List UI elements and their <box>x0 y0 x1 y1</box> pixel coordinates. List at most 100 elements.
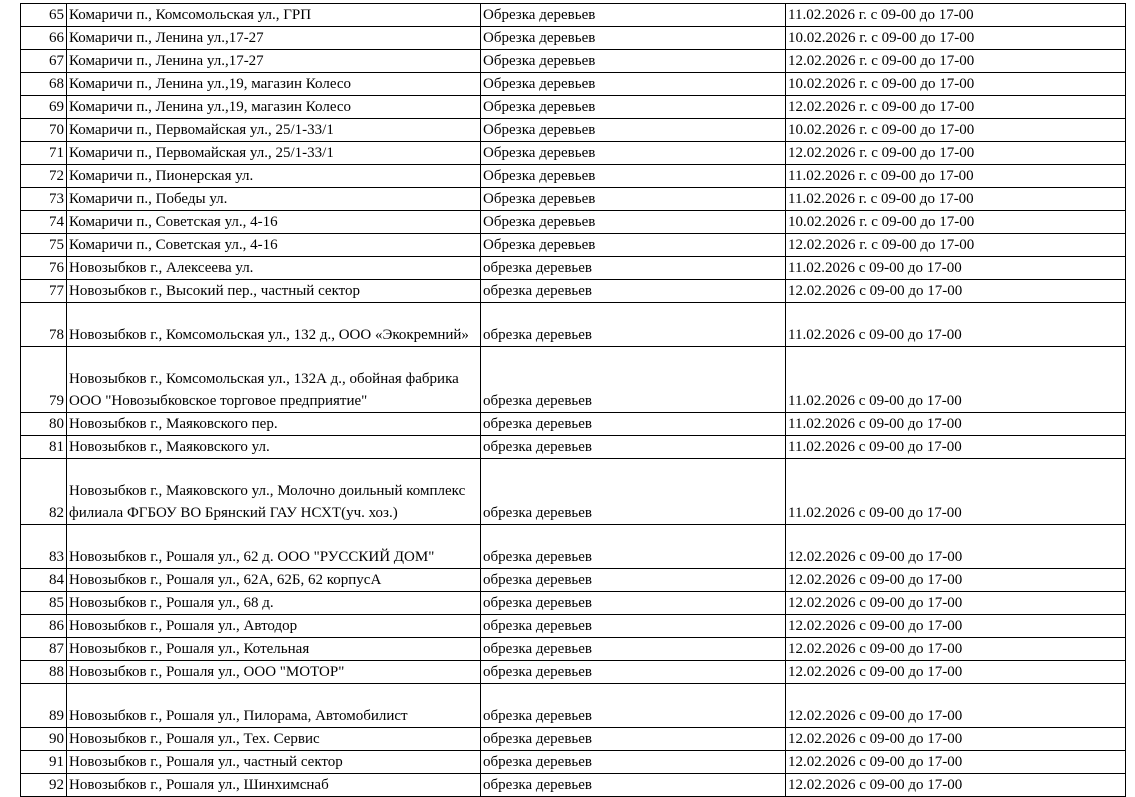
row-number: 92 <box>20 773 67 797</box>
schedule: 11.02.2026 г. с 09-00 до 17-00 <box>785 3 1126 27</box>
work-type: обрезка деревьев <box>480 256 786 280</box>
row-number: 81 <box>20 435 67 459</box>
row-number: 77 <box>20 279 67 303</box>
table-row: 78 Новозыбков г., Комсомольская ул., 132 … <box>20 302 1126 347</box>
schedule: 12.02.2026 г. с 09-00 до 17-00 <box>785 233 1126 257</box>
schedule: 11.02.2026 г. с 09-00 до 17-00 <box>785 187 1126 211</box>
table-row: 83 Новозыбков г., Рошаля ул., 62 д. ООО "… <box>20 524 1126 569</box>
row-number: 70 <box>20 118 67 142</box>
work-type: обрезка деревьев <box>480 614 786 638</box>
table-row: 87 Новозыбков г., Рошаля ул., Котельная об… <box>20 637 1126 661</box>
table-row: 73 Комаричи п., Победы ул. Обрезка деревье… <box>20 187 1126 211</box>
table-row: 76 Новозыбков г., Алексеева ул. обрезка де… <box>20 256 1126 280</box>
table-row: 89 Новозыбков г., Рошаля ул., Пилорама, А… <box>20 683 1126 728</box>
row-number: 87 <box>20 637 67 661</box>
work-type: обрезка деревьев <box>480 591 786 615</box>
table-row: 75 Комаричи п., Советская ул., 4-16 Обрезк… <box>20 233 1126 257</box>
schedule: 12.02.2026 г. с 09-00 до 17-00 <box>785 49 1126 73</box>
address: Комаричи п., Первомайская ул., 25/1-33/1 <box>66 141 481 165</box>
table-row: 66 Комаричи п., Ленина ул.,17-27 Обрезка д… <box>20 26 1126 50</box>
row-number: 83 <box>20 524 67 569</box>
table-row: 92 Новозыбков г., Рошаля ул., Шинхимснаб о… <box>20 773 1126 797</box>
address: Комаричи п., Комсомольская ул., ГРП <box>66 3 481 27</box>
schedule: 11.02.2026 г. с 09-00 до 17-00 <box>785 164 1126 188</box>
work-type: обрезка деревьев <box>480 346 786 413</box>
work-type: Обрезка деревьев <box>480 141 786 165</box>
work-type: обрезка деревьев <box>480 279 786 303</box>
table-row: 70 Комаричи п., Первомайская ул., 25/1-33… <box>20 118 1126 142</box>
schedule: 10.02.2026 г. с 09-00 до 17-00 <box>785 26 1126 50</box>
table-row: 90 Новозыбков г., Рошаля ул., Тех. Сервис… <box>20 727 1126 751</box>
work-type: обрезка деревьев <box>480 302 786 347</box>
row-number: 71 <box>20 141 67 165</box>
schedule: 11.02.2026 с 09-00 до 17-00 <box>785 302 1126 347</box>
address: Новозыбков г., Маяковского пер. <box>66 412 481 436</box>
work-type: обрезка деревьев <box>480 458 786 525</box>
address: Новозыбков г., Рошаля ул., 68 д. <box>66 591 481 615</box>
table-row: 77 Новозыбков г., Высокий пер., частный с… <box>20 279 1126 303</box>
address: Новозыбков г., Комсомольская ул., 132 д.… <box>66 302 481 347</box>
table-row: 91 Новозыбков г., Рошаля ул., частный сек… <box>20 750 1126 774</box>
table-row: 69 Комаричи п., Ленина ул.,19, магазин Ко… <box>20 95 1126 119</box>
address: Комаричи п., Ленина ул.,19, магазин Коле… <box>66 72 481 96</box>
table-row: 68 Комаричи п., Ленина ул.,19, магазин Ко… <box>20 72 1126 96</box>
row-number: 76 <box>20 256 67 280</box>
address: Новозыбков г., Комсомольская ул., 132А д… <box>66 346 481 413</box>
table-row: 86 Новозыбков г., Рошаля ул., Автодор обре… <box>20 614 1126 638</box>
row-number: 91 <box>20 750 67 774</box>
work-type: Обрезка деревьев <box>480 49 786 73</box>
row-number: 85 <box>20 591 67 615</box>
schedule: 12.02.2026 с 09-00 до 17-00 <box>785 660 1126 684</box>
address: Комаричи п., Пионерская ул. <box>66 164 481 188</box>
row-number: 82 <box>20 458 67 525</box>
schedule: 12.02.2026 с 09-00 до 17-00 <box>785 750 1126 774</box>
work-type: обрезка деревьев <box>480 568 786 592</box>
row-number: 84 <box>20 568 67 592</box>
address: Новозыбков г., Рошаля ул., частный секто… <box>66 750 481 774</box>
work-type: Обрезка деревьев <box>480 95 786 119</box>
address: Комаричи п., Ленина ул.,17-27 <box>66 49 481 73</box>
row-number: 74 <box>20 210 67 234</box>
work-type: Обрезка деревьев <box>480 187 786 211</box>
work-type: обрезка деревьев <box>480 412 786 436</box>
work-type: обрезка деревьев <box>480 660 786 684</box>
schedule: 11.02.2026 с 09-00 до 17-00 <box>785 346 1126 413</box>
schedule: 10.02.2026 г. с 09-00 до 17-00 <box>785 72 1126 96</box>
schedule: 12.02.2026 с 09-00 до 17-00 <box>785 591 1126 615</box>
address: Новозыбков г., Алексеева ул. <box>66 256 481 280</box>
address: Комаричи п., Первомайская ул., 25/1-33/1 <box>66 118 481 142</box>
table-row: 85 Новозыбков г., Рошаля ул., 68 д. обрезк… <box>20 591 1126 615</box>
row-number: 66 <box>20 26 67 50</box>
work-type: обрезка деревьев <box>480 524 786 569</box>
table-row: 84 Новозыбков г., Рошаля ул., 62А, 62Б, 6… <box>20 568 1126 592</box>
address: Новозыбков г., Рошаля ул., Пилорама, Авт… <box>66 683 481 728</box>
row-number: 75 <box>20 233 67 257</box>
table-row: 65 Комаричи п., Комсомольская ул., ГРП Обр… <box>20 3 1126 27</box>
address: Новозыбков г., Рошаля ул., Тех. Сервис <box>66 727 481 751</box>
table-row: 81 Новозыбков г., Маяковского ул. обрезка … <box>20 435 1126 459</box>
schedule: 11.02.2026 с 09-00 до 17-00 <box>785 256 1126 280</box>
schedule: 12.02.2026 г. с 09-00 до 17-00 <box>785 95 1126 119</box>
row-number: 86 <box>20 614 67 638</box>
work-type: обрезка деревьев <box>480 727 786 751</box>
work-type: Обрезка деревьев <box>480 210 786 234</box>
schedule: 11.02.2026 с 09-00 до 17-00 <box>785 412 1126 436</box>
schedule: 11.02.2026 с 09-00 до 17-00 <box>785 458 1126 525</box>
address: Комаричи п., Ленина ул.,17-27 <box>66 26 481 50</box>
address: Новозыбков г., Маяковского ул. <box>66 435 481 459</box>
table-row: 80 Новозыбков г., Маяковского пер. обрезка… <box>20 412 1126 436</box>
row-number: 88 <box>20 660 67 684</box>
schedule: 12.02.2026 с 09-00 до 17-00 <box>785 568 1126 592</box>
work-type: Обрезка деревьев <box>480 164 786 188</box>
row-number: 72 <box>20 164 67 188</box>
table-row: 79 Новозыбков г., Комсомольская ул., 132А… <box>20 346 1126 413</box>
address: Новозыбков г., Рошаля ул., 62 д. ООО "РУ… <box>66 524 481 569</box>
work-type: Обрезка деревьев <box>480 3 786 27</box>
address: Новозыбков г., Высокий пер., частный сек… <box>66 279 481 303</box>
work-type: Обрезка деревьев <box>480 233 786 257</box>
schedule: 12.02.2026 с 09-00 до 17-00 <box>785 773 1126 797</box>
row-number: 80 <box>20 412 67 436</box>
row-number: 67 <box>20 49 67 73</box>
address: Комаричи п., Ленина ул.,19, магазин Коле… <box>66 95 481 119</box>
